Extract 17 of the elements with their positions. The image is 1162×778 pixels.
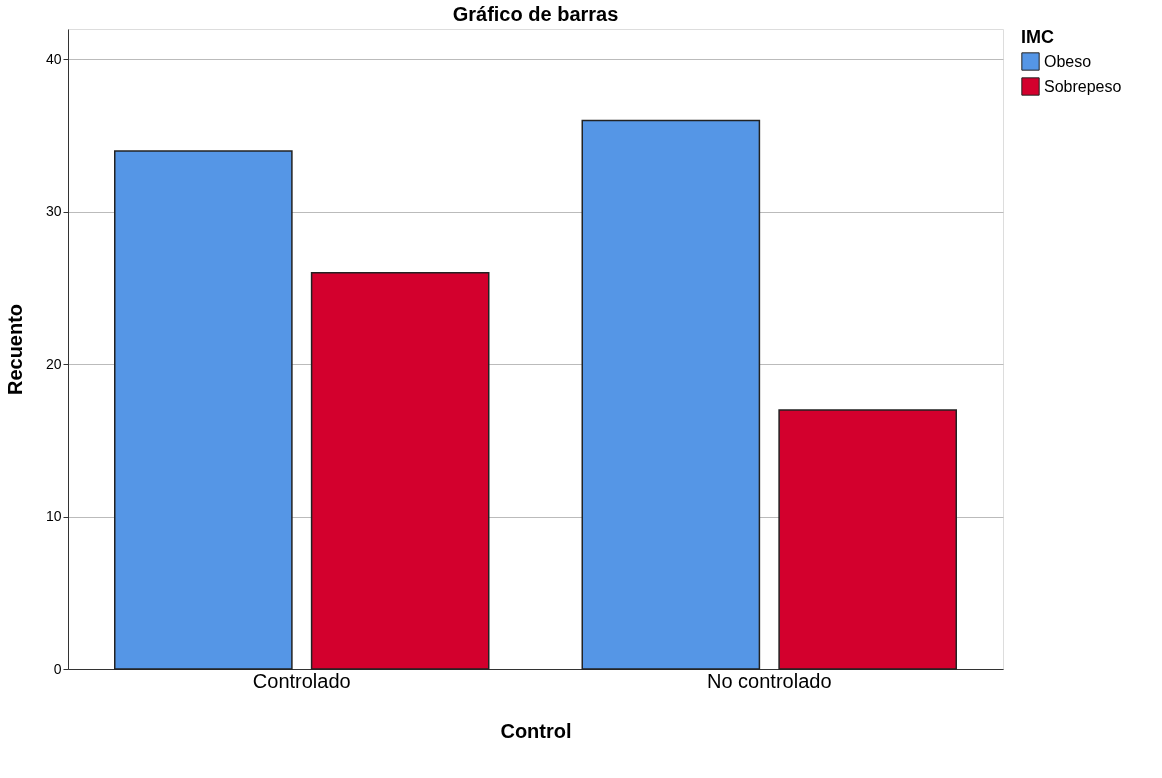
bar bbox=[114, 150, 293, 670]
y-tick-label: 10 bbox=[45, 508, 62, 525]
legend-label: Obeso bbox=[1044, 52, 1092, 70]
y-axis-title: Recuento bbox=[3, 303, 26, 396]
legend-label: Sobrepeso bbox=[1044, 77, 1122, 95]
y-tick-label: 20 bbox=[45, 355, 62, 372]
y-tick-label: 30 bbox=[45, 203, 62, 220]
chart-title: Gráfico de barras bbox=[452, 3, 619, 25]
x-tick-label: Controlado bbox=[252, 669, 351, 692]
y-tick-label: 40 bbox=[45, 50, 62, 67]
bar bbox=[581, 119, 761, 670]
x-axis-title: Control bbox=[500, 719, 572, 742]
bar bbox=[778, 409, 957, 670]
bar bbox=[310, 272, 490, 670]
y-tick-label: 0 bbox=[53, 660, 62, 677]
legend-title: IMC bbox=[1021, 27, 1054, 47]
x-tick-label: No controlado bbox=[706, 669, 832, 692]
